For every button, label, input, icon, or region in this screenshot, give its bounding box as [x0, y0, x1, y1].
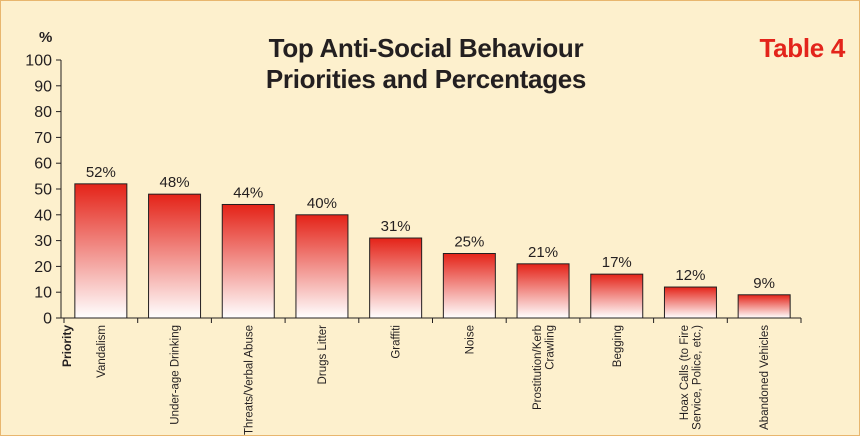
chart-title: Top Anti-Social Behaviour Priorities and…	[211, 33, 641, 95]
category-label-line: Hoax Calls (to Fire	[679, 325, 691, 420]
category-label: Hoax Calls (to Fire Service, Police, etc.…	[679, 325, 704, 430]
y-tick-label: 100	[25, 53, 52, 70]
y-tick-label: 40	[34, 207, 52, 224]
category-label: Graffiti	[391, 325, 403, 359]
data-label: 52%	[86, 164, 116, 181]
category-label-line: Begging	[612, 325, 624, 367]
category-label-line: Under-age Drinking	[170, 325, 182, 425]
data-label: 48%	[160, 174, 190, 191]
y-tick-label: 30	[34, 233, 52, 250]
category-label: Under-age Drinking	[170, 325, 182, 425]
category-label-line: Abandoned Vehicles	[759, 325, 771, 430]
y-tick-label: 90	[34, 78, 52, 95]
category-label: Vandalism	[96, 325, 108, 378]
y-tick-label: 50	[34, 182, 52, 199]
data-label: 44%	[233, 184, 263, 201]
y-axis-unit-label: %	[39, 29, 52, 46]
chart-title-line-2: Priorities and Percentages	[265, 64, 587, 94]
y-tick-label: 0	[43, 311, 52, 328]
x-axis-title: Priority	[60, 325, 74, 367]
category-label-line: Prostitution/Kerb	[532, 325, 544, 410]
y-tick-label: 60	[34, 156, 52, 173]
category-label: Noise	[464, 325, 476, 354]
bar-drugs-litter	[295, 214, 349, 319]
y-tick-label: 80	[34, 104, 52, 121]
bar-vandalism	[74, 183, 128, 319]
bar-hoax-calls-to-fire-service-police-etc	[663, 286, 717, 319]
bar-graffiti	[369, 237, 423, 319]
y-tick-label: 70	[34, 130, 52, 147]
category-label: Threats/Verbal Abuse	[243, 325, 255, 435]
data-label: 12%	[675, 267, 705, 284]
y-tick-label: 20	[34, 259, 52, 276]
data-labels: 52% 48% 44% 40% 31% 25% 21% 17% 12% 9%	[86, 164, 775, 292]
y-tick-label: 10	[34, 285, 52, 302]
data-label: 25%	[454, 234, 484, 251]
bar-prostitution-kerb-crawling	[516, 263, 570, 319]
category-labels: Vandalism Under-age Drinking Threats/Verba…	[96, 325, 771, 435]
x-axis	[61, 317, 802, 323]
category-label: Abandoned Vehicles	[759, 325, 771, 430]
category-label-line: Drugs Litter	[317, 325, 329, 385]
bar-begging	[590, 273, 644, 319]
category-label: Prostitution/Kerb Crawling	[532, 325, 557, 410]
category-label-line: Vandalism	[96, 325, 108, 378]
data-label: 17%	[602, 254, 632, 271]
data-label: 40%	[307, 195, 337, 212]
category-label-line: Crawling	[544, 325, 556, 370]
bar-threats-verbal-abuse	[221, 203, 275, 319]
table-number-tag: Table 4	[759, 33, 845, 63]
data-label: 21%	[528, 244, 558, 261]
bar-under-age-drinking	[148, 193, 202, 319]
data-label: 9%	[753, 275, 775, 292]
data-label: 31%	[381, 218, 411, 235]
bar-abandoned-vehicles	[737, 294, 791, 319]
category-label-line: Service, Police, etc.)	[692, 325, 704, 430]
bar-series	[74, 183, 791, 319]
category-label-line: Noise	[464, 325, 476, 354]
category-label: Drugs Litter	[317, 325, 329, 385]
category-label-line: Graffiti	[391, 325, 403, 359]
y-axis: 0 10 20 30 40 50 60 70 80 90 100	[25, 53, 62, 328]
category-label: Begging	[612, 325, 624, 367]
category-label-line: Threats/Verbal Abuse	[243, 325, 255, 435]
bar-noise	[442, 253, 496, 319]
chart-title-line-1: Top Anti-Social Behaviour	[268, 33, 584, 63]
